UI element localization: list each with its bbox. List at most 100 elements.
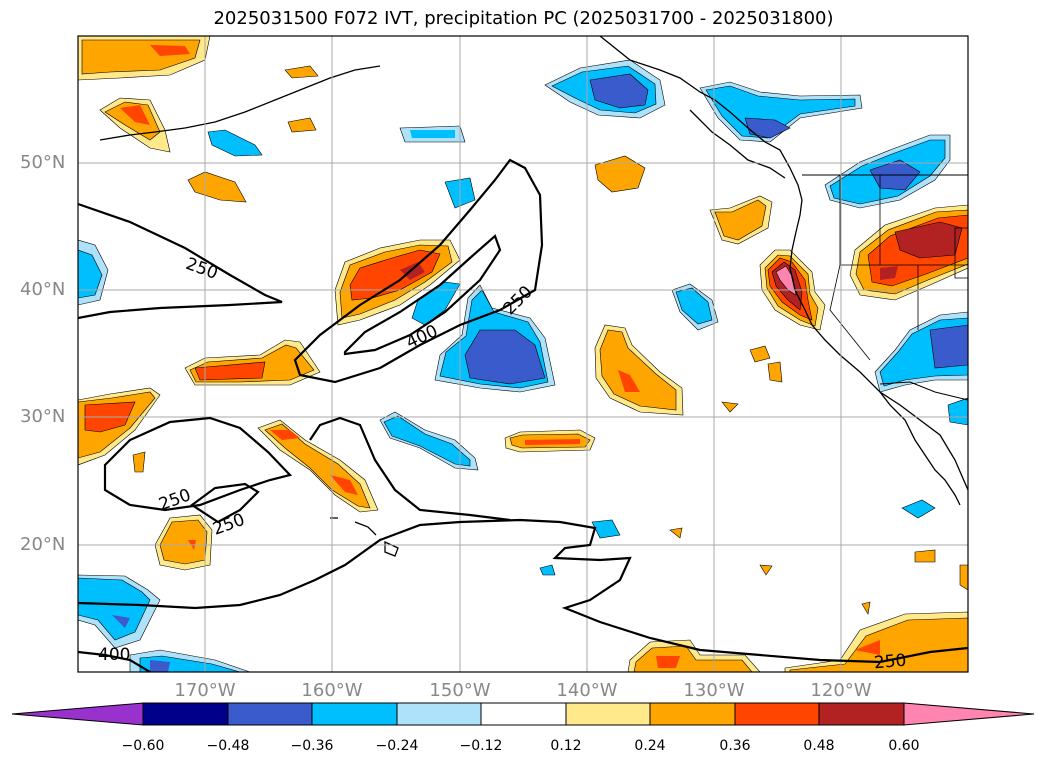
colorbar-segment: [480, 702, 567, 726]
precip-blob: [855, 640, 880, 655]
lon-label-130w: 130°W: [683, 680, 745, 701]
contour-labels: 250 400 250 250 250 400 250: [98, 254, 907, 674]
colorbar-segment: [142, 702, 229, 726]
contour-250-hook: [309, 416, 511, 522]
coastline-alaska: [599, 36, 803, 201]
precip-blob: [330, 475, 358, 495]
ivt-contours: [78, 158, 968, 672]
precip-blob: [132, 451, 146, 473]
precip-blob: [539, 564, 556, 576]
precip-blob: [159, 519, 208, 565]
contour-250-mid-left: [103, 416, 293, 512]
precip-blob: [270, 430, 300, 440]
precip-blob: [410, 130, 455, 138]
precip-blob: [594, 155, 646, 193]
precip-blob: [656, 656, 680, 668]
colorbar-segment: [649, 702, 736, 726]
lon-label-140w: 140°W: [556, 680, 618, 701]
precip-blob: [104, 101, 161, 141]
precip-blob: [150, 660, 170, 672]
precip-blob: [959, 564, 968, 591]
precip-blob: [112, 615, 130, 628]
colorbar-tick-label: 0.48: [803, 738, 835, 754]
coastline-us-west: [789, 199, 968, 491]
precip-blob: [767, 361, 783, 383]
precip-blob: [669, 527, 683, 539]
colorbar-segment: [818, 702, 905, 726]
precip-fields: [78, 36, 968, 672]
precip-blob: [284, 65, 319, 79]
aleutian-chain: [99, 65, 381, 141]
graticule: [78, 36, 968, 672]
precip-blob: [464, 329, 546, 385]
coastlines: [99, 36, 968, 557]
colorbar-tick-label: −0.48: [206, 738, 250, 754]
precip-blob: [675, 287, 713, 325]
colorbar-tick-label: 0.36: [719, 738, 751, 754]
lon-label-150w: 150°W: [429, 680, 491, 701]
precip-blob: [194, 361, 266, 381]
precip-blob: [861, 601, 871, 615]
precip-blob: [947, 397, 968, 426]
colorbar-tick-label: 0.24: [634, 738, 666, 754]
precip-blob: [714, 199, 767, 241]
coastline-baja: [879, 391, 961, 506]
lat-label-20n: 20°N: [20, 534, 66, 555]
lon-label-120w: 120°W: [810, 680, 872, 701]
precip-blob: [120, 105, 150, 125]
precip-blob: [525, 439, 580, 445]
precip-blob: [589, 73, 649, 109]
colorbar-segment: [396, 702, 482, 726]
lat-label-50n: 50°N: [20, 152, 66, 173]
colorbar: [11, 702, 1035, 726]
hawaii-islands: [330, 517, 399, 557]
contour-label: 400: [98, 645, 130, 665]
colorbar-segment: [734, 702, 820, 726]
colorbar-tick-label: −0.36: [290, 738, 334, 754]
colorbar-segment: [311, 702, 398, 726]
colorbar-tick-label: 0.12: [550, 738, 582, 754]
precip-blob: [759, 564, 773, 576]
map-title: 2025031500 F072 IVT, precipitation PC (2…: [213, 8, 834, 29]
precip-blob: [744, 117, 791, 139]
colorbar-tick-label: 0.60: [888, 738, 920, 754]
precip-blob: [914, 549, 936, 563]
contour-400-bottom: [78, 650, 151, 672]
contour-250-jet: [293, 158, 544, 384]
contour-label: 250: [873, 651, 907, 674]
precip-blob: [383, 415, 471, 467]
lon-label-160w: 160°W: [301, 680, 363, 701]
precip-blob: [207, 129, 263, 157]
map-frame: [77, 35, 969, 673]
contour-250-small: [190, 482, 260, 524]
precip-blob: [705, 85, 856, 139]
colorbar-tick-label: −0.24: [375, 738, 419, 754]
map-plot-area: 250 400 250 250 250 400 250: [78, 36, 968, 674]
precip-blob: [599, 329, 677, 411]
precip-blob: [929, 324, 968, 369]
colorbar-tick-label: −0.12: [459, 738, 503, 754]
precip-blob: [775, 265, 797, 296]
state-lines: [829, 175, 968, 361]
colorbar-tick-label: −0.60: [121, 738, 165, 754]
precip-blob: [901, 499, 936, 519]
precip-blob: [411, 281, 461, 326]
lat-label-30n: 30°N: [20, 406, 66, 427]
us-mexico-border: [879, 381, 968, 401]
precip-blob: [591, 519, 621, 539]
precip-blob: [618, 370, 640, 392]
precip-blob: [287, 117, 317, 133]
contour-400-jet: [343, 234, 502, 356]
contour-250-long: [78, 518, 968, 664]
precip-blob: [749, 345, 771, 363]
country-borders: [802, 174, 968, 401]
colorbar-extend-high: [903, 702, 1035, 726]
precip-blob: [880, 266, 898, 280]
precip-blob: [78, 249, 103, 299]
precip-blob: [78, 577, 151, 641]
precip-blob: [721, 401, 739, 413]
contour-250-left: [78, 202, 283, 320]
colorbar-segment: [565, 702, 651, 726]
colorbar-extend-low: [11, 702, 144, 726]
